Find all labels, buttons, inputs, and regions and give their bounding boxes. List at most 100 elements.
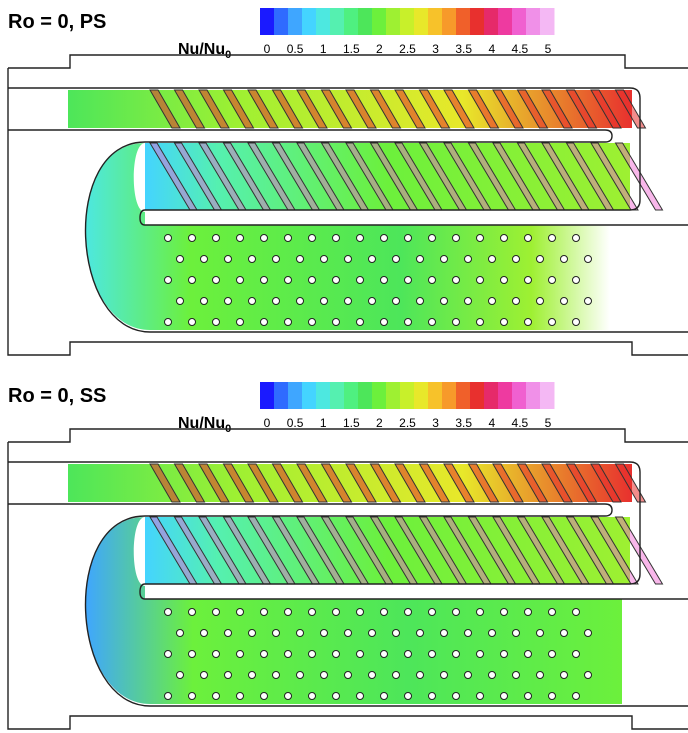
- pin-fin: [452, 318, 460, 326]
- colorbar-swatch: [526, 8, 541, 35]
- pin-fin: [548, 692, 556, 700]
- rib: [418, 463, 451, 503]
- pin-fin: [452, 276, 460, 284]
- pin-fin: [188, 234, 196, 242]
- middle-channel-field: [145, 143, 630, 212]
- colorbar-swatch: [512, 382, 527, 409]
- rib: [590, 516, 639, 585]
- colorbar-swatch: [512, 8, 527, 35]
- colorbar-swatch: [358, 382, 373, 409]
- pin-fin: [476, 276, 484, 284]
- pin-fin: [476, 234, 484, 242]
- rib: [369, 463, 402, 503]
- pin-fin: [356, 276, 364, 284]
- colorbar-tick: 5: [545, 42, 552, 56]
- rib: [614, 516, 664, 585]
- pin-fin: [344, 297, 352, 305]
- pin-fin: [236, 234, 244, 242]
- pin-fin: [536, 671, 544, 679]
- pin-fin: [176, 255, 184, 263]
- pin-fin: [332, 318, 340, 326]
- colorbar-tick: 3: [432, 416, 439, 430]
- pin-fin: [260, 650, 268, 658]
- colorbar-swatch: [428, 382, 443, 409]
- rib: [614, 89, 647, 129]
- rib: [345, 89, 377, 129]
- pin-fin: [296, 297, 304, 305]
- pin-fin: [464, 629, 472, 637]
- pin-fin: [488, 297, 496, 305]
- colorbar-swatch: [540, 8, 555, 35]
- panel: Ro = 0, SS Nu/Nu0 0 0.5 1 1.5 2 2.5 3 3.5 4 4.5 5: [7, 382, 688, 730]
- divider-wall: [8, 129, 688, 333]
- pin-fin: [188, 318, 196, 326]
- panel-title: Ro = 0, PS: [8, 11, 106, 33]
- colorbar-swatch: [414, 8, 429, 35]
- rib: [394, 463, 426, 503]
- pin-fin: [296, 629, 304, 637]
- rib: [565, 463, 598, 503]
- pin-fin: [524, 608, 532, 616]
- outer-wall: [7, 54, 688, 356]
- pin-fin: [248, 671, 256, 679]
- colorbar-swatch: [260, 382, 275, 409]
- pin-fin: [260, 234, 268, 242]
- pin-fin: [380, 650, 388, 658]
- panel-title: Ro = 0, SS: [8, 385, 106, 407]
- colorbar-swatch: [414, 382, 429, 409]
- colorbar-tick: 4: [488, 416, 495, 430]
- rib: [590, 463, 622, 503]
- colorbar-tick: 2: [376, 42, 383, 56]
- pin-fin: [584, 297, 592, 305]
- pin-fin: [476, 692, 484, 700]
- pin-fin: [212, 692, 220, 700]
- pin-fin: [464, 297, 472, 305]
- colorbar-swatch: [456, 8, 471, 35]
- pin-fin: [548, 276, 556, 284]
- pin-fin: [428, 234, 436, 242]
- colorbar-swatch: [288, 8, 303, 35]
- pin-fin: [524, 692, 532, 700]
- pin-fin: [284, 692, 292, 700]
- rib: [492, 89, 524, 129]
- pin-fin: [500, 650, 508, 658]
- pin-fin: [572, 650, 580, 658]
- pin-fin: [164, 234, 172, 242]
- rib: [443, 463, 475, 503]
- bend-field: [85, 517, 623, 704]
- rib: [173, 89, 206, 129]
- colorbar-swatch: [484, 382, 499, 409]
- pin-fin: [236, 692, 244, 700]
- pin-fin: [416, 297, 424, 305]
- pin-fin: [356, 234, 364, 242]
- pin-fin: [320, 629, 328, 637]
- pin-fin: [200, 629, 208, 637]
- colorbar-tick: 4.5: [512, 42, 529, 56]
- colorbar-tick: 0: [264, 42, 271, 56]
- pin-fin: [380, 234, 388, 242]
- rib: [394, 89, 426, 129]
- pin-fin: [308, 318, 316, 326]
- pin-fin: [560, 629, 568, 637]
- pin-fin: [416, 671, 424, 679]
- pin-fin: [584, 671, 592, 679]
- colorbar-swatch: [302, 8, 317, 35]
- rib: [492, 463, 524, 503]
- pin-fin: [356, 692, 364, 700]
- pin-fin: [296, 671, 304, 679]
- pin-fin: [188, 692, 196, 700]
- colorbar-swatch: [330, 382, 345, 409]
- pin-fin: [344, 629, 352, 637]
- rib: [247, 463, 279, 503]
- divider-wall: [8, 503, 688, 707]
- pin-fin: [584, 255, 592, 263]
- colorbar-tick: 0.5: [287, 416, 304, 430]
- pin-fin: [560, 671, 568, 679]
- rib: [541, 89, 573, 129]
- panel: Ro = 0, PS Nu/Nu0 0 0.5 1 1.5 2 2.5 3 3.5 4 4.5 5: [7, 8, 688, 356]
- pin-fin: [500, 276, 508, 284]
- rib: [271, 89, 304, 129]
- upper-channel-wall: [8, 461, 688, 600]
- pin-fin: [224, 629, 232, 637]
